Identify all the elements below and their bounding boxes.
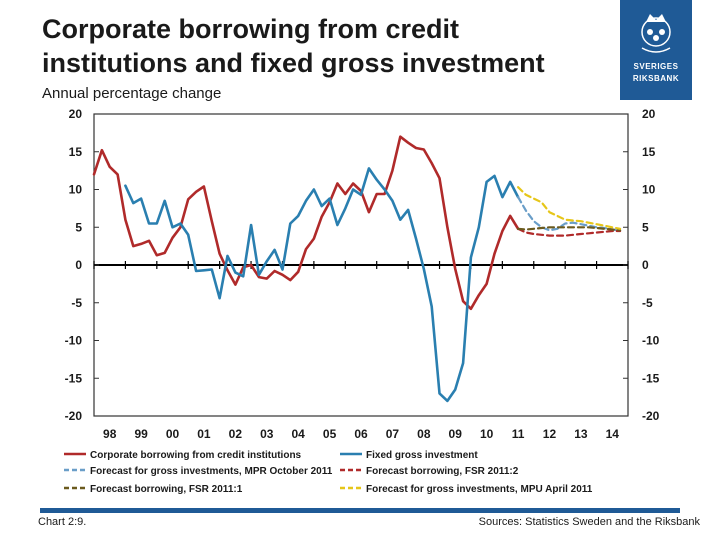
y-tick-label-right: -15 [642, 371, 660, 385]
crown-emblem-icon [641, 14, 671, 53]
legend-label-fc_borrow_fsr1: Forecast borrowing, FSR 2011:1 [90, 484, 243, 495]
x-tick-label: 01 [197, 427, 211, 441]
y-tick-label-left: -15 [65, 371, 83, 385]
y-tick-label-right: 5 [642, 220, 649, 234]
y-tick-label-left: 10 [69, 183, 83, 197]
series-line-fc_invest_mpr [517, 196, 622, 232]
y-tick-label-left: -20 [65, 409, 83, 423]
series-line-fc_borrow_fsr1 [517, 226, 622, 232]
x-tick-label: 06 [354, 427, 368, 441]
y-tick-label-right: -20 [642, 409, 660, 423]
x-tick-label: 00 [166, 427, 180, 441]
x-tick-label: 04 [291, 427, 305, 441]
x-tick-label: 13 [574, 427, 588, 441]
y-tick-label-left: 15 [69, 145, 83, 159]
y-tick-label-right: -5 [642, 296, 653, 310]
series-line-borrowing [92, 135, 520, 311]
x-tick-label: 14 [606, 427, 620, 441]
y-tick-label-left: -10 [65, 334, 83, 348]
x-tick-label: 05 [323, 427, 337, 441]
legend-label-borrowing: Corporate borrowing from credit institut… [90, 450, 302, 461]
x-tick-label: 02 [229, 427, 243, 441]
y-tick-label-right: -10 [642, 334, 660, 348]
bottom-rule [40, 508, 680, 513]
page-title: Corporate borrowing from credit institut… [42, 14, 545, 78]
legend-label-investment: Fixed gross investment [366, 450, 478, 461]
logo-line2: RIKSBANK [632, 74, 680, 83]
y-tick-label-left: -5 [71, 296, 82, 310]
legend-label-fc_invest_mpr: Forecast for gross investments, MPR Octo… [90, 466, 333, 477]
series-line-investment [124, 167, 520, 403]
y-tick-label-right: 20 [642, 107, 656, 121]
series-line-fc_borrow_fsr2 [517, 227, 622, 237]
y-tick-label-right: 15 [642, 145, 656, 159]
sources-note: Sources: Statistics Sweden and the Riksb… [478, 516, 700, 528]
x-tick-label: 08 [417, 427, 431, 441]
x-tick-label: 09 [449, 427, 463, 441]
riksbank-logo-icon: SVERIGES RIKSBANK [620, 0, 692, 100]
legend-label-fc_invest_mpu: Forecast for gross investments, MPU Apri… [366, 484, 593, 495]
x-tick-label: 12 [543, 427, 557, 441]
x-tick-label: 11 [512, 427, 525, 441]
x-tick-label: 07 [386, 427, 400, 441]
x-tick-label: 99 [134, 427, 148, 441]
x-tick-label: 03 [260, 427, 274, 441]
y-tick-label-right: 0 [642, 258, 649, 272]
series-line-fc_invest_mpu [517, 186, 622, 230]
logo-line1: SVERIGES [633, 62, 679, 71]
y-tick-label-left: 20 [69, 107, 83, 121]
y-tick-label-right: 10 [642, 183, 656, 197]
legend-label-fc_borrow_fsr2: Forecast borrowing, FSR 2011:2 [366, 466, 519, 477]
chart-subtitle: Annual percentage change [42, 85, 222, 102]
x-tick-label: 98 [103, 427, 117, 441]
x-tick-label: 10 [480, 427, 494, 441]
y-tick-label-left: 0 [75, 258, 82, 272]
y-tick-label-left: 5 [75, 220, 82, 234]
chart-number: Chart 2:9. [38, 516, 87, 528]
